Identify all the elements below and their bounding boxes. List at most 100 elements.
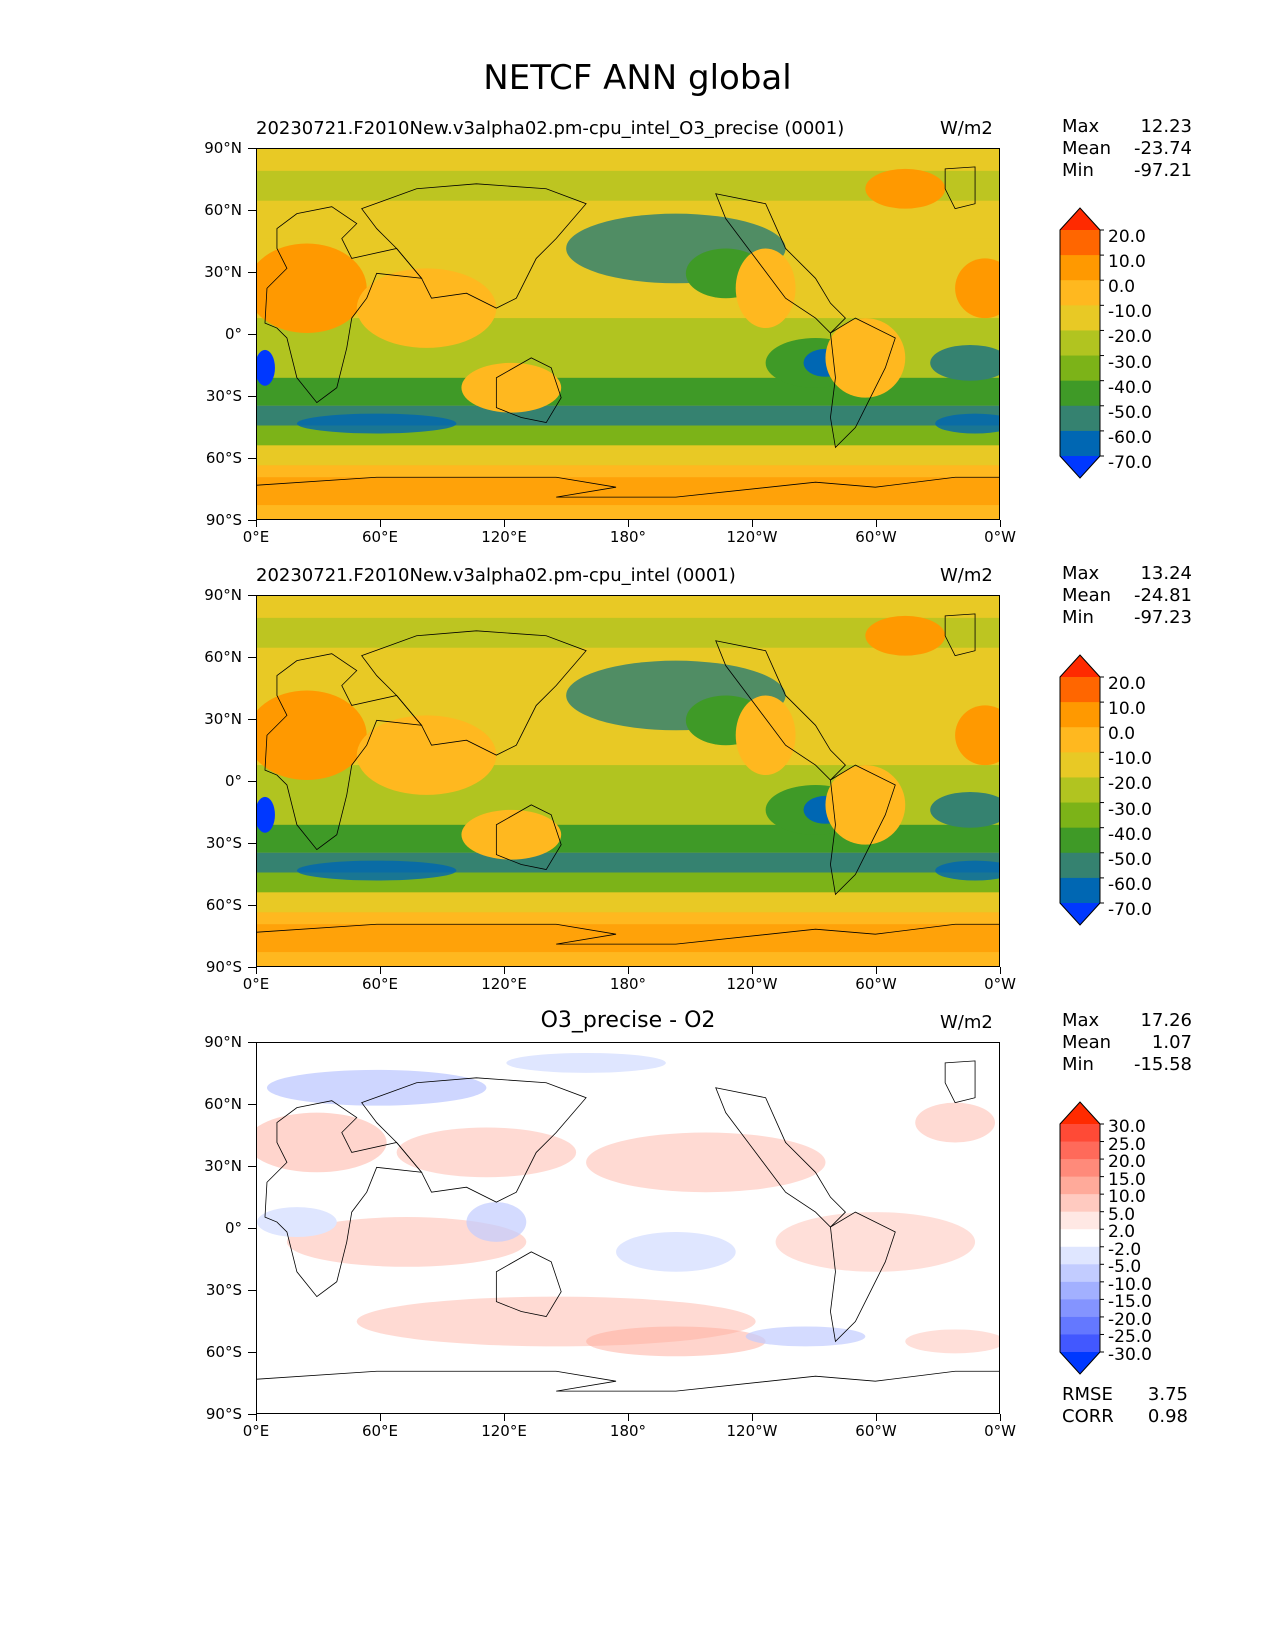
- colorbar-tick-label: 5.0: [1108, 1204, 1136, 1225]
- y-axis-tick-label: 30°S: [205, 1281, 242, 1299]
- colorbar-extend-min: [1060, 456, 1100, 478]
- colorbar-tick-label: -20.0: [1108, 1309, 1152, 1330]
- colorbar-segment: [1060, 1194, 1100, 1213]
- colorbar-extend-max: [1060, 208, 1100, 230]
- y-axis-tick-label: 90°S: [205, 1405, 242, 1423]
- x-axis-tick-label: 120°W: [726, 528, 778, 546]
- x-axis-tick-label: 60°E: [361, 528, 399, 546]
- colorbar-segment: [1060, 827, 1100, 854]
- colorbar-tick-label: -60.0: [1108, 874, 1152, 895]
- x-axis-tick-label: 120°E: [481, 528, 527, 546]
- colorbar-segment: [1060, 1334, 1100, 1353]
- stat-value: -97.21: [1133, 160, 1192, 181]
- y-axis-tick: [248, 1290, 256, 1291]
- colorbar-segment: [1060, 1316, 1100, 1335]
- y-axis-tick: [248, 396, 256, 397]
- colorbar-segment: [1060, 355, 1100, 382]
- y-axis-tick-label: 0°: [224, 1219, 242, 1237]
- x-axis-tick: [752, 520, 753, 527]
- panel-title: 20230721.F2010New.v3alpha02.pm-cpu_intel…: [256, 118, 845, 139]
- y-axis-tick: [248, 272, 256, 273]
- stat-label: Mean: [1062, 1032, 1112, 1053]
- stat-row: Max 12.23: [1062, 116, 1192, 138]
- colorbar-tick-label: -10.0: [1108, 302, 1152, 323]
- colorbar-segment: [1060, 752, 1100, 778]
- stat-value: -15.58: [1133, 1054, 1192, 1075]
- colorbar-segment: [1060, 677, 1100, 703]
- x-axis-tick-label: 0°E: [242, 1422, 270, 1440]
- x-axis-tick-label: 120°W: [726, 975, 778, 993]
- stat-row: Mean 1.07: [1062, 1032, 1192, 1054]
- x-axis-tick: [1000, 520, 1001, 527]
- y-axis-tick: [248, 1166, 256, 1167]
- colorbar-tick-label: -60.0: [1108, 427, 1152, 448]
- y-axis-tick-label: 90°S: [205, 511, 242, 529]
- colorbar-segment: [1060, 877, 1100, 904]
- map-plot-area: [256, 1042, 1000, 1414]
- y-axis-tick-label: 90°N: [204, 1033, 242, 1051]
- y-axis-tick-label: 60°S: [205, 896, 242, 914]
- colorbar-tick-label: -30.0: [1108, 799, 1152, 820]
- y-axis-tick: [248, 905, 256, 906]
- colorbar-segment: [1060, 1124, 1100, 1143]
- colorbar-tick-label: 10.0: [1108, 1187, 1146, 1208]
- colorbar-segment: [1060, 1159, 1100, 1178]
- colorbar-tick-label: -20.0: [1108, 774, 1152, 795]
- y-axis-tick-label: 60°S: [205, 1343, 242, 1361]
- stat-label: RMSE: [1062, 1384, 1113, 1405]
- x-axis-tick-label: 0°E: [242, 528, 270, 546]
- stat-label: Mean: [1062, 138, 1112, 159]
- stat-row: CORR 0.98: [1062, 1406, 1188, 1428]
- colorbar-segment: [1060, 1211, 1100, 1230]
- stats-block: Max 13.24 Mean -24.81 Min -97.23: [1062, 563, 1192, 629]
- y-axis-tick-label: 30°N: [204, 710, 242, 728]
- x-axis-tick-label: 60°W: [855, 1422, 897, 1440]
- y-axis-tick-label: 30°S: [205, 834, 242, 852]
- x-axis-tick: [752, 967, 753, 974]
- stat-row: Mean -24.81: [1062, 585, 1192, 607]
- map-plot-area: [256, 148, 1000, 520]
- x-axis-tick-label: 120°E: [481, 975, 527, 993]
- x-axis-tick: [256, 967, 257, 974]
- x-axis-tick-label: 60°E: [361, 975, 399, 993]
- stat-label: Max: [1062, 1010, 1100, 1031]
- colorbar-segment: [1060, 405, 1100, 432]
- y-axis-tick: [248, 657, 256, 658]
- colorbar-segment: [1060, 230, 1100, 256]
- error-stats-block: RMSE 3.75 CORR 0.98: [1062, 1384, 1188, 1428]
- x-axis-tick: [380, 1414, 381, 1421]
- map-panel-difference: O3_precise - O2 W/m2: [0, 1008, 1275, 1482]
- stat-row: Min -15.58: [1062, 1054, 1192, 1076]
- colorbar-tick-label: -30.0: [1108, 352, 1152, 373]
- units-label: W/m2: [940, 1012, 993, 1033]
- colorbar-tick-label: 30.0: [1108, 1117, 1146, 1137]
- stat-value: 3.75: [1147, 1384, 1188, 1405]
- stat-label: Min: [1062, 607, 1094, 628]
- x-axis-tick: [504, 520, 505, 527]
- stats-block: Max 17.26 Mean 1.07 Min -15.58: [1062, 1010, 1192, 1076]
- colorbar-tick-label: -20.0: [1108, 327, 1152, 348]
- y-axis-tick-label: 0°: [224, 325, 242, 343]
- x-axis-tick: [256, 520, 257, 527]
- stat-row: Min -97.23: [1062, 607, 1192, 629]
- x-axis-tick-label: 120°E: [481, 1422, 527, 1440]
- colorbar-tick-label: 0.0: [1108, 724, 1136, 745]
- x-axis-tick-label: 0°W: [984, 975, 1016, 993]
- x-axis-tick-label: 180°: [609, 528, 647, 546]
- colorbar-tick-label: -40.0: [1108, 824, 1152, 845]
- x-axis-tick: [504, 1414, 505, 1421]
- stat-label: Max: [1062, 116, 1100, 137]
- colorbar-tick-label: 2.0: [1108, 1222, 1136, 1243]
- colorbar-segment: [1060, 1299, 1100, 1318]
- stat-row: Max 17.26: [1062, 1010, 1192, 1032]
- colorbar-segment: [1060, 380, 1100, 407]
- stat-value: 0.98: [1147, 1406, 1188, 1427]
- colorbar-segment: [1060, 1141, 1100, 1160]
- x-axis-tick: [876, 1414, 877, 1421]
- y-axis-tick-label: 30°N: [204, 1157, 242, 1175]
- colorbar-segment: [1060, 702, 1100, 728]
- x-axis-tick: [876, 520, 877, 527]
- y-axis-tick: [248, 1104, 256, 1105]
- y-axis-tick: [248, 334, 256, 335]
- colorbar-segment: [1060, 330, 1100, 357]
